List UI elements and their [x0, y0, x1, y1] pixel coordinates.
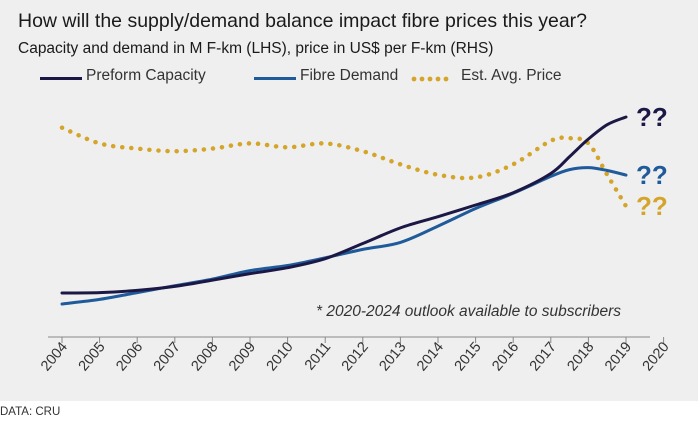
x-tick-label: 2014 — [414, 339, 447, 374]
chart-subtitle: Capacity and demand in M F-km (LHS), pri… — [18, 40, 494, 57]
x-axis-ticks — [61, 337, 665, 343]
x-tick-label: 2018 — [564, 339, 597, 374]
x-tick-label: 2013 — [376, 339, 409, 374]
series-line-fibre-demand — [60, 166, 628, 306]
x-tick-label: 2019 — [602, 339, 635, 374]
legend-swatch-est-avg-price — [411, 76, 449, 82]
x-tick-label: 2015 — [452, 339, 485, 374]
end-label-preform-capacity: ?? — [636, 102, 668, 132]
x-tick-label: 2010 — [264, 339, 297, 374]
x-tick-label: 2007 — [151, 339, 184, 374]
outlook-note: * 2020-2024 outlook available to subscri… — [316, 303, 622, 320]
series-layer — [59, 115, 629, 306]
x-tick-label: 2020 — [640, 339, 673, 374]
x-tick-label: 2011 — [302, 339, 334, 373]
x-tick-label: 2004 — [38, 339, 71, 374]
x-axis-tick-labels: 2004 2005 2006 2007 2008 2009 2010 2011 2012 2013… — [38, 339, 673, 374]
chart: 2004 2005 2006 2007 2008 2009 2010 2011 2012 2013… — [38, 102, 673, 374]
chart-panel — [0, 0, 698, 401]
legend-swatch-fibre-demand — [254, 77, 296, 80]
x-tick-label: 2017 — [527, 339, 560, 374]
data-source: DATA: CRU — [0, 406, 61, 418]
legend-label-fibre-demand: Fibre Demand — [300, 67, 399, 84]
series-line-est-avg-price — [59, 125, 629, 209]
end-label-est-avg-price: ?? — [636, 191, 668, 221]
x-tick-label: 2016 — [489, 339, 522, 374]
x-tick-label: 2005 — [76, 339, 109, 374]
x-tick-label: 2008 — [188, 339, 221, 374]
x-tick-label: 2012 — [339, 339, 372, 374]
series-line-preform-capacity — [60, 115, 628, 295]
end-label-fibre-demand: ?? — [636, 160, 668, 190]
legend-swatch-preform-capacity — [40, 77, 82, 80]
chart-title: How will the supply/demand balance impac… — [18, 10, 588, 32]
end-labels: ?????? — [636, 102, 668, 221]
x-tick-label: 2009 — [226, 339, 259, 374]
legend-label-est-avg-price: Est. Avg. Price — [461, 67, 562, 84]
legend-label-preform-capacity: Preform Capacity — [86, 67, 206, 84]
x-tick-label: 2006 — [113, 339, 146, 374]
